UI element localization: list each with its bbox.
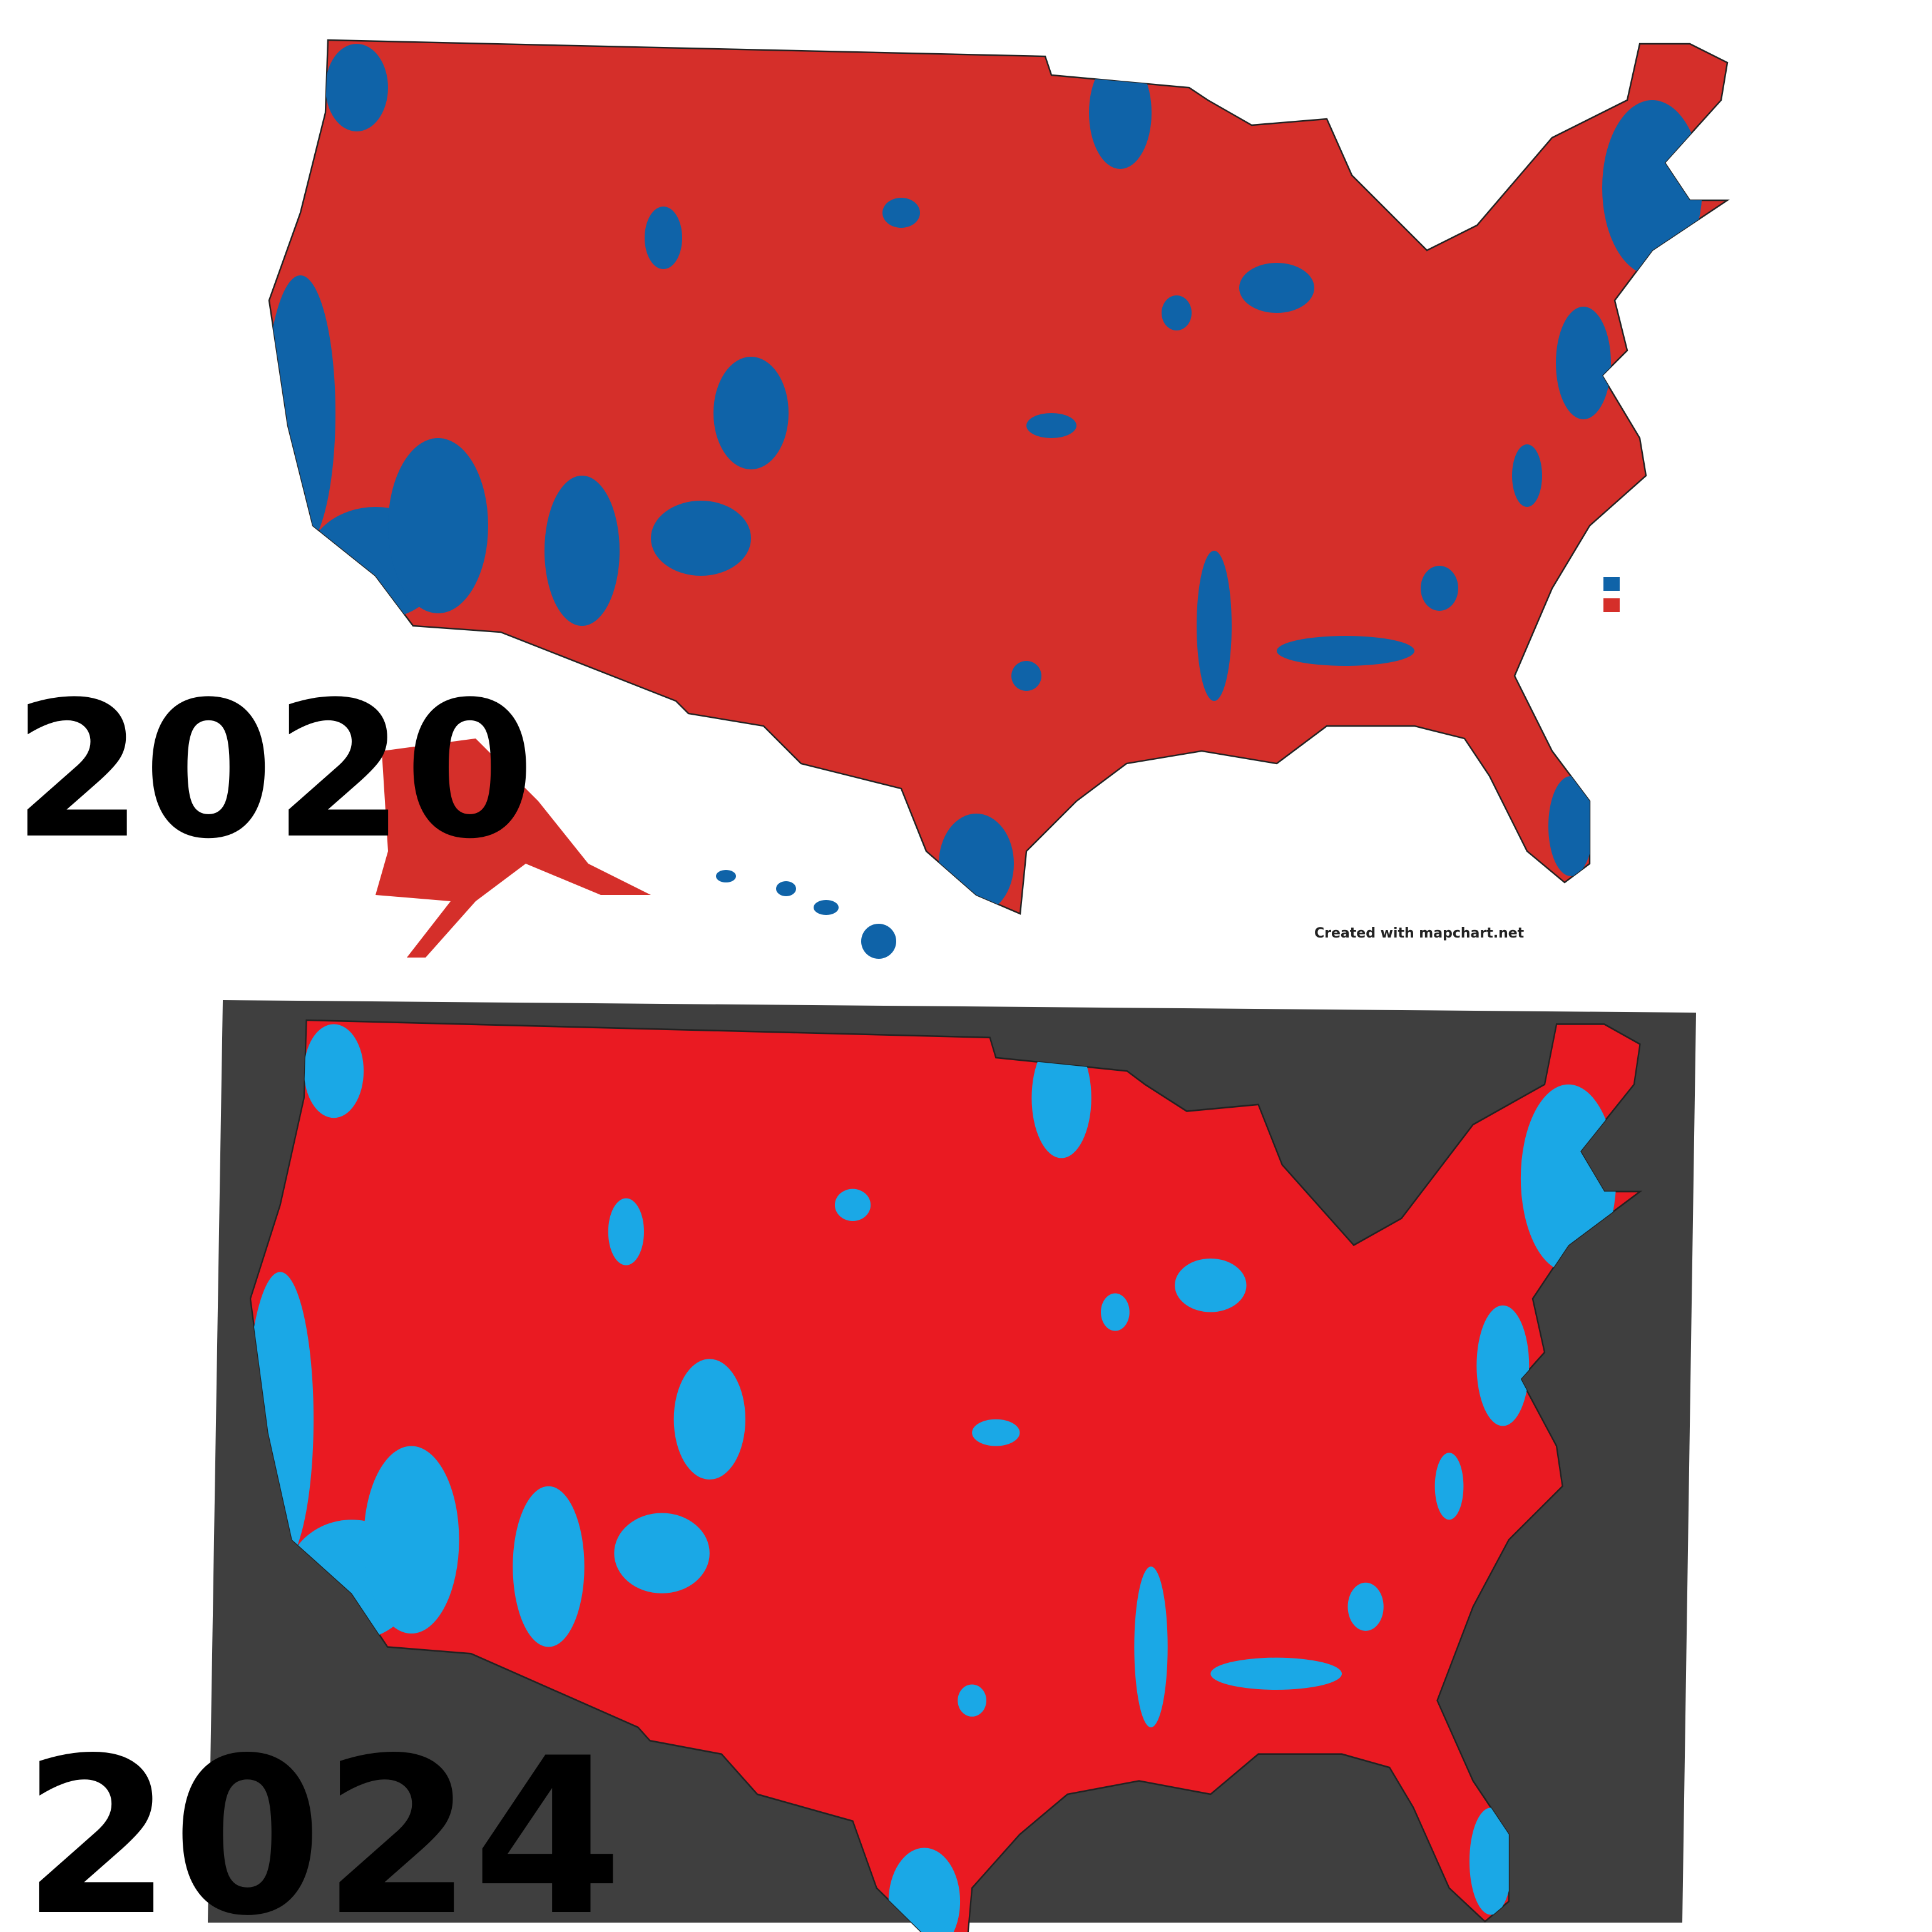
- map-2020: [268, 39, 1729, 959]
- year-label: 2020: [13, 662, 535, 880]
- year-label: 2024: [22, 1712, 623, 1932]
- map-credit: Created with mapchart.net: [1314, 926, 1525, 941]
